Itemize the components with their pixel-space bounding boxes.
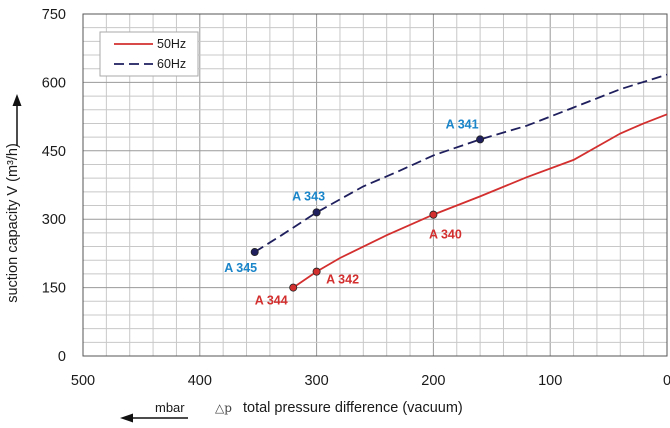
point-marker [250, 248, 259, 257]
point-label: A 343 [292, 189, 325, 203]
point-marker [476, 135, 485, 144]
y-tick-label: 150 [42, 281, 66, 297]
legend-label-60hz: 60Hz [157, 57, 186, 71]
point-marker [289, 283, 298, 292]
point-marker [429, 210, 438, 219]
y-tick-label: 450 [42, 144, 66, 160]
x-tick-label: 0 [663, 373, 670, 389]
point-marker [312, 267, 321, 276]
x-axis-arrow [120, 413, 188, 423]
x-tick-label: 400 [188, 373, 212, 389]
grid [82, 13, 668, 357]
y-tick-label: 600 [42, 75, 66, 91]
series-line-60hz [254, 73, 668, 253]
x-axis-label: total pressure difference (vacuum) [243, 400, 463, 416]
series-layer [254, 73, 668, 289]
series-line-50hz [292, 113, 668, 289]
point-marker [312, 208, 321, 217]
x-tick-label: 200 [421, 373, 445, 389]
point-markers [250, 135, 485, 292]
plot-frame [82, 13, 668, 357]
point-labels: A 344 A 342 A 340 A 345 A 343 A 341 [224, 117, 478, 307]
y-tick-label: 0 [58, 349, 66, 365]
x-axis-unit: mbar [155, 400, 185, 415]
point-label: A 342 [326, 273, 359, 287]
y-axis-arrow [12, 94, 22, 146]
y-tick-label: 750 [42, 7, 66, 23]
x-tick-label: 100 [538, 373, 562, 389]
legend: 50Hz 60Hz [99, 31, 199, 77]
point-label: A 341 [446, 117, 479, 131]
point-label: A 345 [224, 261, 257, 275]
point-label: A 340 [429, 228, 462, 242]
x-tick-label: 500 [71, 373, 95, 389]
tick-labels: 500 400 300 200 100 0 0 150 300 450 600 750 [42, 7, 670, 389]
delta-p-symbol: △p [215, 401, 232, 415]
legend-label-50hz: 50Hz [157, 37, 186, 51]
y-axis-label: suction capacity V (m³/h) [5, 143, 21, 303]
y-tick-label: 300 [42, 212, 66, 228]
legend-box [99, 31, 199, 77]
x-tick-label: 300 [304, 373, 328, 389]
point-label: A 344 [255, 294, 288, 308]
